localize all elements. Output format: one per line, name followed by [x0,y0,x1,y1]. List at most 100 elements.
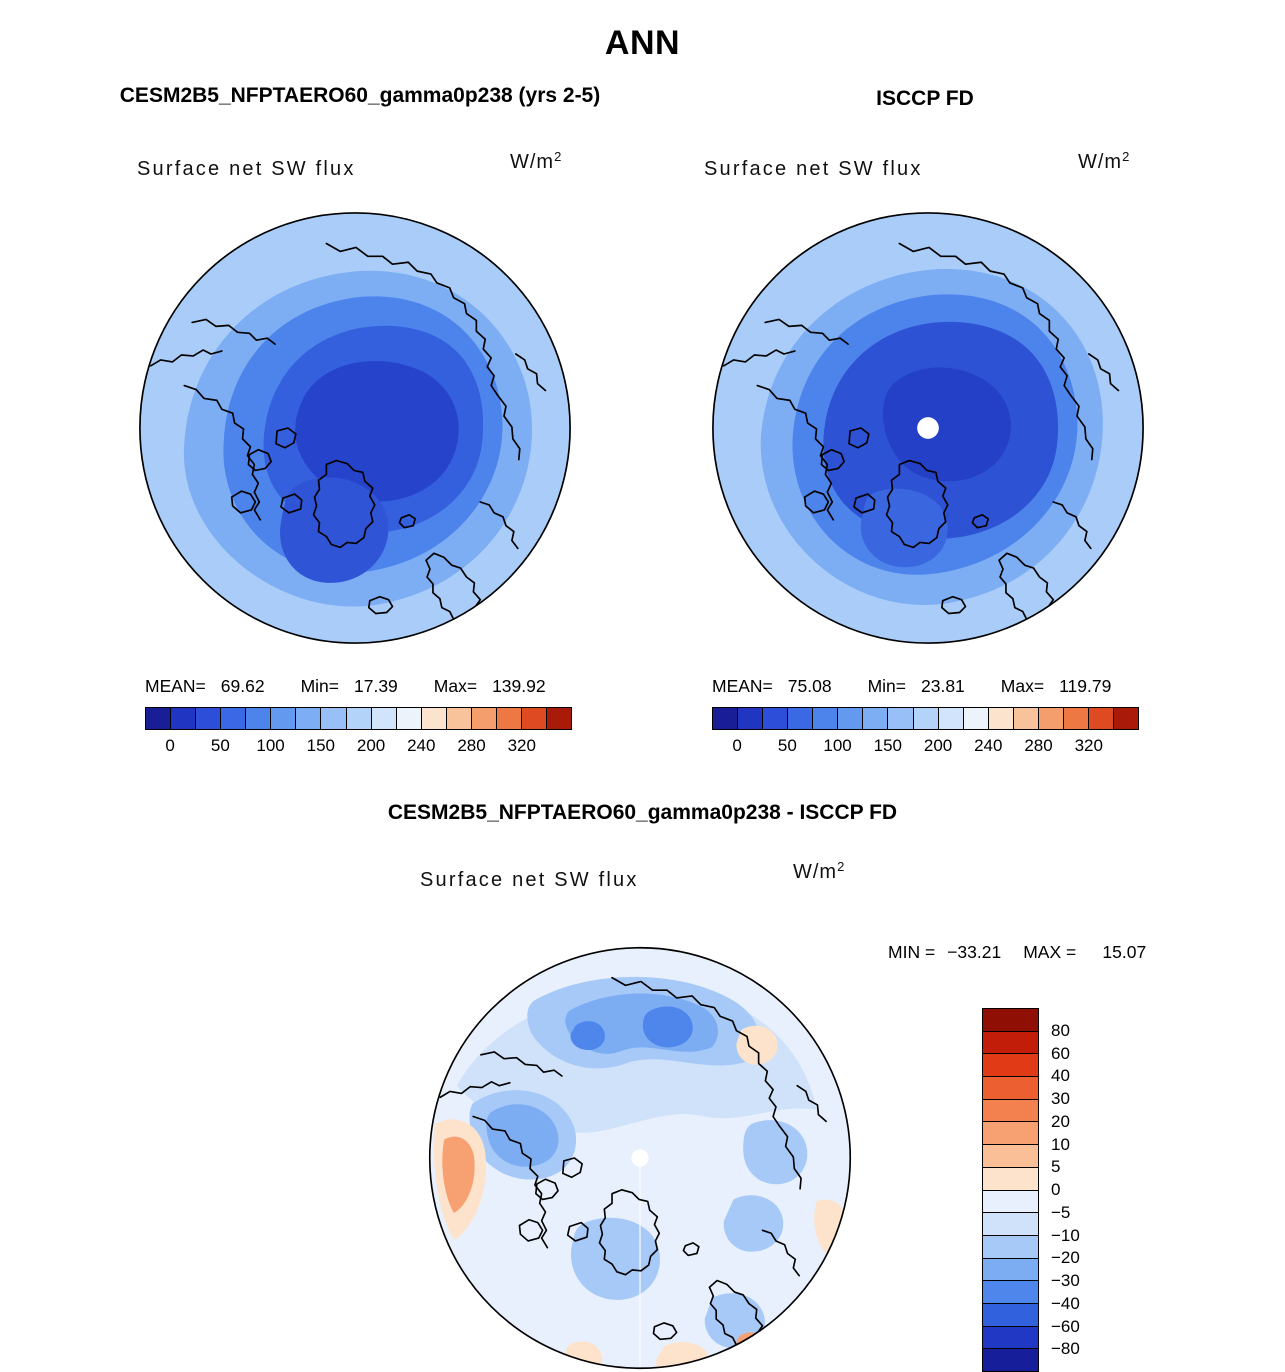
min-label: Min= [300,676,339,696]
diff-panel-title: CESM2B5_NFPTAERO60_gamma0p238 - ISCCP FD [387,801,898,824]
max-value: 139.92 [492,676,546,696]
colorbar-tick-label: −40 [1051,1293,1080,1313]
colorbar-cell [1062,708,1088,729]
model-stats: MEAN= 69.62 Min= 17.39 Max= 139.92 [145,676,546,697]
colorbar-tick-label: −10 [1051,1225,1080,1245]
units-exp: 2 [837,859,846,874]
pole-hole [917,417,939,439]
diff-colorbar [982,1008,1039,1372]
colorbar-cell [983,1348,1038,1371]
map-boundary [712,212,1144,644]
colorbar-tick-label: 200 [923,736,953,755]
figure-title: ANN [604,24,681,62]
model-colorbar-ticks: 0 50 100 150 200 240 280 320 [145,736,572,758]
colorbar-cell [937,708,963,729]
colorbar-tick-label: 30 [1051,1089,1070,1108]
mean-label: MEAN= [712,676,773,696]
model-field-label: Surface net SW flux [137,158,356,180]
mean-value: 69.62 [220,676,265,696]
colorbar-cell [983,1189,1038,1213]
min-label: MIN = [888,942,936,962]
colorbar-tick-label: 80 [1051,1020,1070,1040]
colorbar-cell [320,708,346,729]
colorbar-cell [713,708,738,729]
colorbar-cell [245,708,271,729]
colorbar-cell [520,708,546,729]
colorbar-cell [1037,708,1063,729]
units-base: W/m [510,151,555,173]
colorbar-cell [983,1302,1038,1326]
diff-field-label: Surface net SW flux [420,869,639,891]
min-value: 23.81 [921,676,965,696]
colorbar-cell [295,708,321,729]
map-boundary [428,946,852,1370]
colorbar-tick-label: −60 [1051,1316,1080,1336]
obs-colorbar [712,707,1139,730]
colorbar-tick-label: 240 [407,736,436,755]
model-units-label: W/m2 [510,149,562,174]
map-boundary [139,212,571,644]
colorbar-cell [987,708,1013,729]
colorbar-cell [546,708,572,729]
obs-panel-title: ISCCP FD [876,87,974,110]
colorbar-cell [983,1121,1038,1145]
colorbar-tick-label: 20 [1051,1111,1070,1131]
colorbar-cell [445,708,471,729]
obs-colorbar-ticks: 0 50 100 150 200 240 280 320 [712,736,1139,758]
colorbar-cell [812,708,838,729]
colorbar-cell [220,708,246,729]
min-label: Min= [867,676,906,696]
colorbar-tick-label: 280 [457,736,486,755]
model-panel-title: CESM2B5_NFPTAERO60_gamma0p238 (yrs 2-5) [119,84,601,107]
colorbar-tick-label: 240 [974,736,1003,755]
obs-field-label: Surface net SW flux [704,158,923,180]
colorbar-cell [1087,708,1113,729]
colorbar-tick-label: 100 [256,736,285,755]
max-label: Max= [433,676,478,696]
colorbar-cell [762,708,788,729]
colorbar-cell [495,708,521,729]
colorbar-cell [983,1009,1038,1031]
diff-map [428,946,852,1370]
colorbar-cell [983,1053,1038,1077]
model-contour-fills [139,212,571,644]
obs-map [712,212,1144,644]
colorbar-cell [270,708,296,729]
colorbar-tick-label: 40 [1051,1066,1070,1086]
colorbar-cell [983,1098,1038,1122]
colorbar-cell [983,1212,1038,1235]
colorbar-tick-label: 0 [165,736,175,755]
colorbar-cell [983,1166,1038,1190]
colorbar-tick-label: 0 [1051,1180,1061,1199]
colorbar-tick-label: 150 [873,736,902,755]
units-base: W/m [793,861,838,883]
max-value: 119.79 [1059,676,1112,696]
min-value: −33.21 [947,942,1002,962]
colorbar-cell [737,708,763,729]
diff-stats: MIN = −33.21 MAX = 15.07 [888,942,1146,963]
diff-contour-fills [429,947,851,1369]
colorbar-cell [887,708,913,729]
colorbar-cell [862,708,888,729]
obs-contour-fills [712,212,1144,644]
colorbar-cell [370,708,396,729]
colorbar-cell [983,1076,1038,1099]
colorbar-cell [983,1030,1038,1054]
colorbar-cell [395,708,421,729]
units-exp: 2 [554,149,563,164]
obs-units-label: W/m2 [1078,149,1130,174]
colorbar-cell [1113,708,1139,729]
colorbar-tick-label: −20 [1051,1248,1080,1268]
units-exp: 2 [1122,149,1131,164]
min-value: 17.39 [354,676,398,696]
mean-label: MEAN= [145,676,206,696]
colorbar-cell [983,1280,1038,1303]
colorbar-cell [470,708,496,729]
colorbar-tick-label: 60 [1051,1043,1070,1063]
colorbar-cell [983,1144,1038,1167]
max-label: MAX = [1023,942,1077,962]
colorbar-tick-label: 320 [507,736,536,755]
colorbar-cell [983,1257,1038,1281]
colorbar-cell [170,708,196,729]
